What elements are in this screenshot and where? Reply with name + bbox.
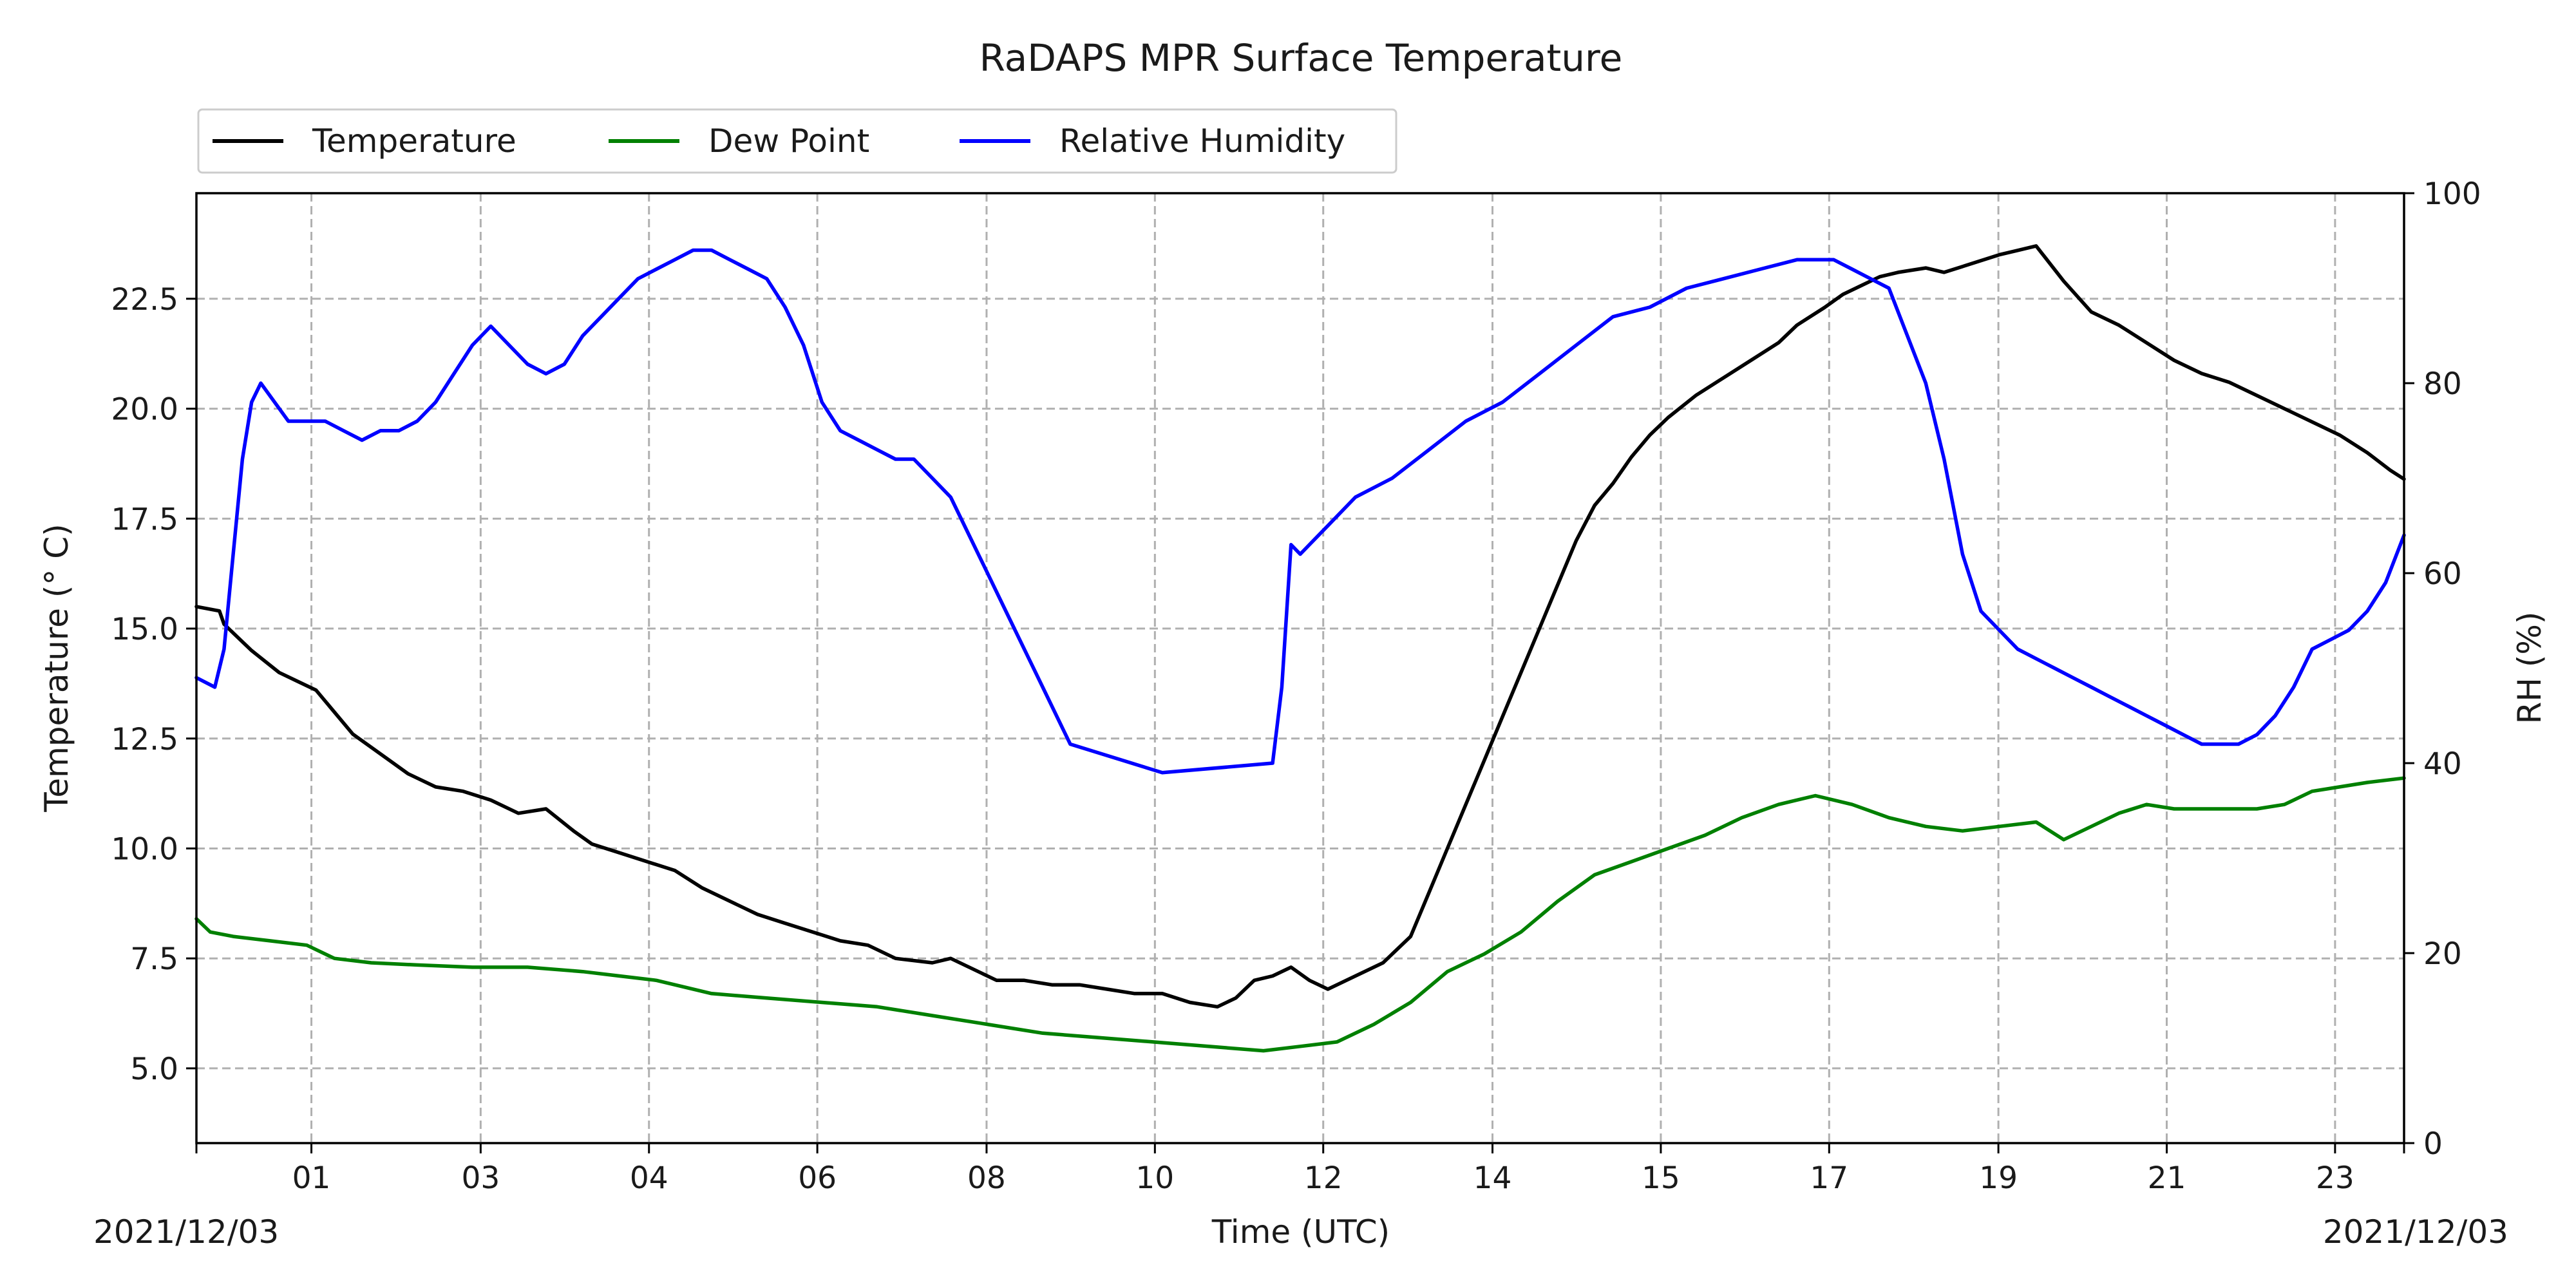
x-tick-label: 15	[1642, 1160, 1680, 1196]
x-axis-ticks: 01 03 04 06 08 10 12 14 15 17 19 21 23	[195, 1143, 2405, 1196]
series-line-dew-point	[194, 776, 2406, 1053]
legend: Temperature Dew Point Relative Humidity	[197, 108, 1397, 174]
y-left-tick-label: 12.5	[111, 722, 178, 757]
y-right-tick-label: 80	[2423, 366, 2462, 402]
y-right-tick-label: 100	[2423, 176, 2481, 212]
x-end-date-label: 2021/12/03	[2323, 1213, 2508, 1251]
x-start-date-label: 2021/12/03	[93, 1213, 279, 1251]
x-tick-label: 19	[1979, 1160, 2018, 1196]
y-left-tick-label: 22.5	[111, 282, 178, 317]
x-tick-label: 23	[2316, 1160, 2354, 1196]
legend-label-dew-point: Dew Point	[708, 122, 869, 160]
y-left-axis-ticks: 5.0 7.5 10.0 12.5 15.0 17.5 20.0 22.5	[111, 282, 196, 1087]
legend-label-temperature: Temperature	[312, 122, 516, 160]
x-tick-label: 01	[292, 1160, 331, 1196]
plot-frame	[195, 192, 2405, 1144]
y-left-tick-label: 5.0	[130, 1052, 178, 1087]
y-right-axis-label: RH (%)	[2511, 612, 2548, 724]
y-left-tick-label: 20.0	[111, 392, 178, 428]
y-right-tick-label: 0	[2423, 1126, 2443, 1162]
series-line-temperature	[194, 244, 2406, 1009]
y-left-tick-label: 7.5	[130, 942, 178, 977]
y-left-axis-label: Temperature (° C)	[38, 524, 75, 812]
y-left-tick-label: 10.0	[111, 831, 178, 867]
legend-frame	[197, 108, 1397, 174]
y-left-tick-label: 17.5	[111, 502, 178, 537]
x-tick-label: 06	[798, 1160, 837, 1196]
x-tick-label: 03	[461, 1160, 500, 1196]
y-right-axis-ticks: 0 20 40 60 80 100	[2404, 176, 2481, 1162]
y-right-tick-label: 40	[2423, 746, 2462, 782]
series-layer	[194, 244, 2406, 1053]
series-line-relative-humidity	[194, 248, 2406, 775]
x-tick-label: 14	[1473, 1160, 1512, 1196]
x-tick-label: 08	[967, 1160, 1006, 1196]
x-tick-label: 04	[630, 1160, 668, 1196]
legend-label-relative-humidity: Relative Humidity	[1059, 122, 1345, 160]
y-left-tick-label: 15.0	[111, 612, 178, 647]
x-tick-label: 10	[1135, 1160, 1174, 1196]
x-tick-label: 21	[2148, 1160, 2186, 1196]
y-right-tick-label: 60	[2423, 556, 2462, 592]
x-tick-label: 12	[1304, 1160, 1343, 1196]
x-tick-label: 17	[1810, 1160, 1848, 1196]
chart-title: RaDAPS MPR Surface Temperature	[980, 36, 1623, 80]
axes	[195, 192, 2405, 1144]
grid	[196, 193, 2404, 1143]
x-axis-label: Time (UTC)	[1211, 1213, 1390, 1251]
y-right-tick-label: 20	[2423, 936, 2462, 972]
